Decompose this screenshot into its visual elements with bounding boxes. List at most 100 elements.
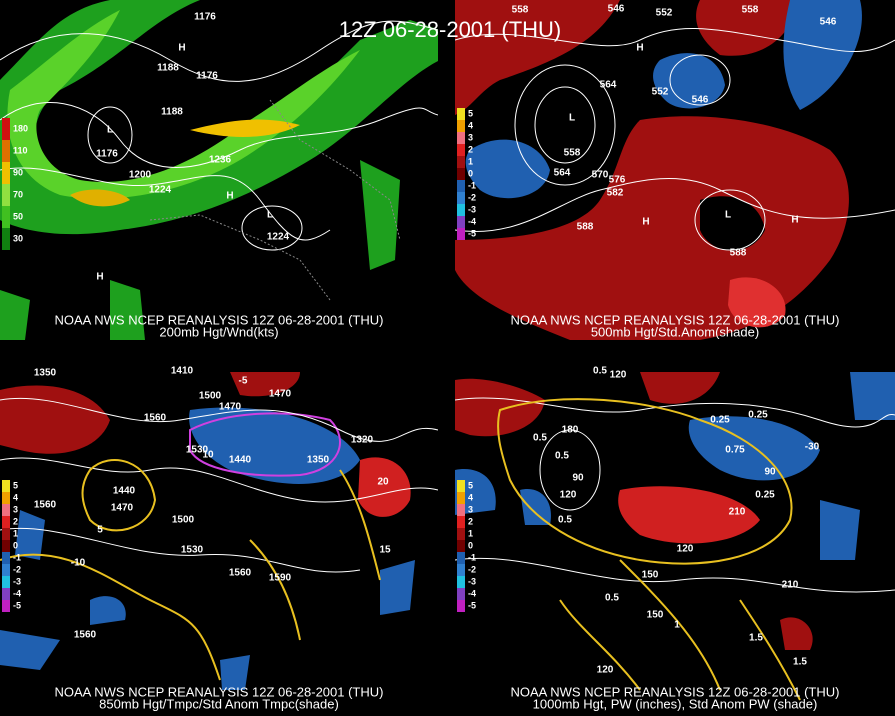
contour-label: 1320 [351, 435, 374, 446]
contour [0, 102, 439, 168]
anomaly-shade [640, 372, 813, 650]
colorbar-swatch [457, 576, 465, 588]
contour-label: 15 [379, 545, 391, 556]
colorbar-label: -3 [468, 576, 476, 586]
colorbar-swatch [457, 168, 465, 180]
anomaly-shade [618, 486, 760, 544]
contour-label: 1590 [269, 573, 292, 584]
colorbar-swatch [2, 588, 10, 600]
contour-label: 552 [656, 8, 673, 19]
anomaly-shade [455, 0, 620, 115]
colorbar-label: 4 [468, 492, 473, 502]
contour-label: 588 [730, 248, 747, 259]
colorbar-swatch [457, 156, 465, 168]
colorbar-swatch [457, 216, 465, 228]
contour-label: 1350 [34, 368, 57, 379]
colorbar-swatch [457, 552, 465, 564]
colorbar-label: 2 [13, 516, 18, 526]
contour [694, 189, 766, 251]
contour-label: 0.75 [725, 445, 745, 456]
panel-caption: 500mb Hgt/Std.Anom(shade) [591, 324, 759, 339]
temp-contour [339, 469, 381, 581]
colorbar-label: 5 [13, 480, 18, 490]
colorbar-label: 5 [468, 108, 473, 118]
colorbar-label: 50 [13, 211, 23, 221]
colorbar-label: -1 [13, 552, 21, 562]
contour-label: 90 [764, 467, 776, 478]
contour-label: H [636, 43, 643, 54]
colorbar-swatch [2, 184, 10, 206]
contour-label: 1410 [171, 366, 194, 377]
contour-label: 1.5 [749, 633, 763, 644]
anomaly-shade [728, 277, 786, 328]
contour-label: L [725, 210, 731, 221]
contour-label: 90 [572, 473, 584, 484]
contour [669, 54, 731, 106]
contour [514, 64, 616, 186]
contour-label: 558 [512, 5, 529, 16]
pw-contour [559, 599, 641, 691]
contour-label: 1176 [196, 71, 218, 82]
anomaly-shade [358, 457, 411, 517]
contour-label: 0.25 [755, 490, 775, 501]
contour-label: 546 [820, 17, 837, 28]
contour [0, 397, 439, 442]
colorbar-swatch [2, 528, 10, 540]
contour-label: 1530 [186, 445, 209, 456]
contour-label: 1560 [144, 413, 167, 424]
contour-label: 1188 [161, 107, 183, 118]
colorbar-label: 0 [13, 540, 18, 550]
contour-label: 1188 [157, 63, 179, 74]
contour-label: 10 [202, 450, 214, 461]
contour-label: 1224 [149, 185, 172, 196]
colorbar-swatch [2, 576, 10, 588]
colorbar-swatch [457, 588, 465, 600]
colorbar-label: 30 [13, 233, 23, 243]
contour-label: 546 [608, 4, 625, 15]
wind-shade [0, 0, 440, 235]
colorbar-swatch [2, 504, 10, 516]
contour-label: 564 [600, 80, 617, 91]
contour-label: H [178, 43, 185, 54]
contour-label: 564 [554, 168, 571, 179]
colorbar-label: 2 [468, 516, 473, 526]
panel-caption: 850mb Hgt/Tmpc/Std Anom Tmpc(shade) [99, 696, 339, 711]
colorbar-swatch [457, 180, 465, 192]
colorbar-swatch [457, 120, 465, 132]
colorbar-label: 1 [13, 528, 18, 538]
colorbar-swatch [2, 516, 10, 528]
panel-caption: 1000mb Hgt, PW (inches), Std Anom PW (sh… [533, 696, 818, 711]
colorbar-swatch [2, 118, 10, 140]
colorbar-label: 5 [468, 480, 473, 490]
wind-shade [190, 119, 300, 137]
colorbar-label: -2 [13, 564, 21, 574]
contour-label: 0.5 [558, 515, 572, 526]
colorbar-label: -5 [13, 600, 21, 610]
anomaly-shade [465, 139, 550, 199]
contour-label: 150 [642, 570, 659, 581]
colorbar-label: 1 [468, 156, 473, 166]
colorbar-swatch [457, 204, 465, 216]
contour-label: 210 [782, 580, 799, 591]
colorbar-swatch [457, 528, 465, 540]
contour-label: H [642, 217, 649, 228]
colorbar-label: -3 [13, 576, 21, 586]
contour-label: L [267, 210, 273, 221]
contour-label: 1 [674, 620, 680, 631]
contour [0, 527, 361, 573]
colorbar-swatch [2, 564, 10, 576]
anomaly-shade [455, 372, 895, 560]
colorbar-swatch [2, 552, 10, 564]
anomaly-shade [189, 407, 360, 484]
contour [0, 20, 439, 82]
panel-caption: NOAA NWS NCEP REANALYSIS 12Z 06-28-2001 … [511, 684, 840, 699]
contour-label: 1560 [229, 568, 252, 579]
anomaly-shade [696, 0, 800, 56]
contour-label: 1530 [181, 545, 204, 556]
contour-label: 576 [609, 175, 626, 186]
contour-label: 120 [610, 370, 627, 381]
pw-contour [739, 599, 801, 701]
contour-label: 1560 [34, 500, 57, 511]
colorbar-swatch [2, 540, 10, 552]
